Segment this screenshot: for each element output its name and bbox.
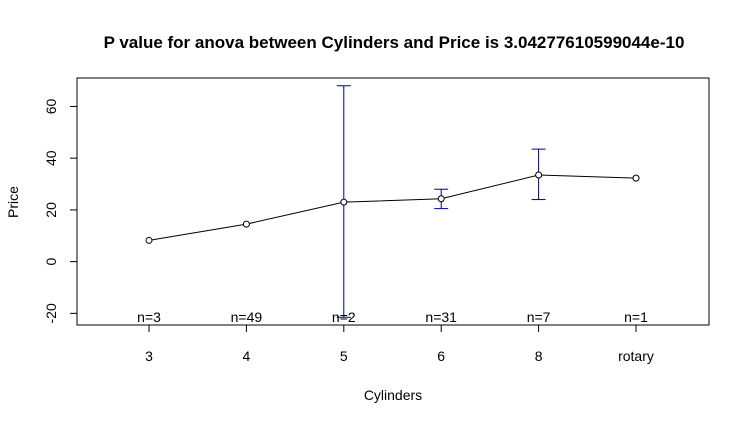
sample-size-label: n=7 <box>527 309 551 325</box>
y-tick-label: 20 <box>43 202 59 218</box>
sample-size-labels: n=3 n=49 n=2 n=31 n=7 n=1 <box>137 309 648 325</box>
data-point <box>145 236 153 244</box>
data-point <box>535 171 543 179</box>
y-tick-label: 60 <box>43 98 59 114</box>
sample-size-label: n=1 <box>624 309 648 325</box>
chart-title: P value for anova between Cylinders and … <box>104 33 685 52</box>
series-line <box>145 171 640 244</box>
sample-size-label: n=2 <box>332 309 356 325</box>
data-point <box>340 198 348 206</box>
y-axis-label: Price <box>5 186 21 218</box>
y-tick-label: 40 <box>43 150 59 166</box>
sample-size-label: n=49 <box>231 309 263 325</box>
x-tick-label: 3 <box>145 348 153 364</box>
y-axis: -20 0 20 40 60 <box>43 98 78 323</box>
x-tick-label: 5 <box>340 348 348 364</box>
data-point <box>437 195 445 203</box>
x-tick-label: rotary <box>618 348 654 364</box>
data-point <box>632 174 640 182</box>
plot-area-box <box>76 77 710 326</box>
x-tick-label: 8 <box>535 348 543 364</box>
series-line <box>148 174 637 241</box>
x-axis: 3 4 5 6 8 rotary <box>145 324 654 364</box>
y-tick-label: -20 <box>43 303 59 323</box>
y-tick-label: 0 <box>43 258 59 266</box>
sample-size-label: n=3 <box>137 309 161 325</box>
sample-size-label: n=31 <box>425 309 457 325</box>
x-tick-label: 6 <box>437 348 445 364</box>
data-point <box>242 220 250 228</box>
x-axis-label: Cylinders <box>364 387 422 403</box>
x-tick-label: 4 <box>243 348 251 364</box>
